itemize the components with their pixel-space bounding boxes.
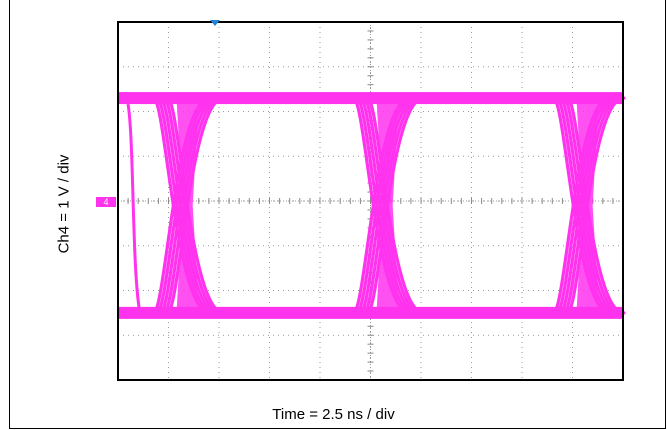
- falling-edge-trace: [126, 103, 142, 314]
- falling-edge-trace: [358, 96, 419, 315]
- trigger-marker-icon: [210, 20, 220, 26]
- eye-crossing-core: [176, 102, 199, 309]
- eye-crossing-core: [376, 102, 399, 309]
- high-level-band: [118, 92, 623, 105]
- channel-marker: 4: [96, 197, 116, 207]
- x-axis-label: Time = 2.5 ns / div: [272, 406, 395, 423]
- eye-traces: [118, 92, 626, 319]
- channel-marker-label: 4: [103, 197, 108, 207]
- falling-edge-trace: [355, 96, 415, 315]
- plot-border: [117, 21, 624, 381]
- falling-edge-trace: [155, 96, 215, 315]
- eye-crossing-core: [576, 102, 599, 309]
- falling-edge-trace: [158, 96, 219, 315]
- y-axis-label: Ch4 = 1 V / div: [55, 154, 73, 254]
- low-level-band: [118, 306, 623, 319]
- falling-edge-trace: [558, 96, 619, 315]
- falling-edge-trace: [555, 96, 615, 315]
